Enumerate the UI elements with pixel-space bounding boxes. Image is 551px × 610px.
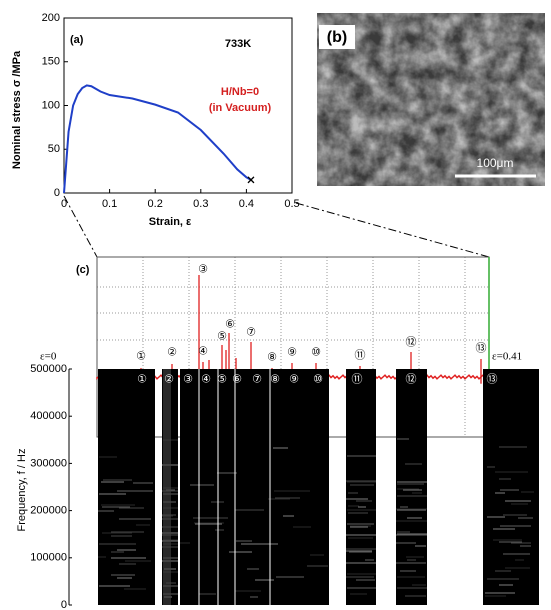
segment-label: ⑨ bbox=[289, 374, 299, 386]
x-tick-label: 0.4 bbox=[239, 198, 254, 210]
label-box bbox=[319, 25, 355, 49]
spectrogram-block bbox=[180, 369, 329, 605]
event-label: ⑪ bbox=[355, 349, 366, 362]
event-label: ④ bbox=[198, 346, 208, 358]
segment-label: ⑦ bbox=[252, 374, 262, 386]
y-tick-label: 100000 bbox=[30, 552, 67, 564]
temperature: 733K bbox=[225, 38, 251, 50]
stress-curve bbox=[63, 84, 252, 194]
x-tick-label: 0 bbox=[61, 198, 67, 210]
segment-label: ⑧ bbox=[270, 374, 280, 386]
event-label: ⑤ bbox=[217, 331, 227, 343]
annotation: (in Vacuum) bbox=[209, 102, 272, 114]
y-tick-label: 500000 bbox=[30, 363, 67, 375]
event-label: ③ bbox=[198, 264, 208, 276]
x-axis-label: Strain, ε bbox=[149, 216, 192, 228]
event-label: ⑦ bbox=[246, 327, 256, 339]
connector bbox=[295, 202, 490, 258]
start-label: ε=0 bbox=[40, 351, 57, 363]
y-tick-label: 200 bbox=[42, 12, 60, 24]
event-label: ② bbox=[167, 347, 177, 359]
annotation: H/Nb=0 bbox=[221, 86, 259, 98]
event-label: ⑬ bbox=[476, 342, 487, 355]
event-label: ⑧ bbox=[267, 352, 277, 364]
panel-label: (a) bbox=[70, 34, 84, 46]
y-tick-label: 0 bbox=[54, 187, 60, 199]
x-tick-label: 0.3 bbox=[193, 198, 208, 210]
segment-label: ⑪ bbox=[352, 373, 363, 386]
y-tick-label: 300000 bbox=[30, 457, 67, 469]
end-label: ε=0.41 bbox=[492, 351, 522, 363]
y-tick-label: 50 bbox=[48, 143, 60, 155]
connector bbox=[63, 195, 98, 258]
y-axis-label: Nominal stress σ /MPa bbox=[11, 50, 23, 169]
spectrogram-block bbox=[396, 369, 427, 605]
x-tick-label: 0.5 bbox=[284, 198, 299, 210]
y-tick-label: 150 bbox=[42, 56, 60, 68]
y-tick-label: 400000 bbox=[30, 410, 67, 422]
panel-label: (c) bbox=[76, 264, 90, 276]
segment-label: ⑩ bbox=[313, 374, 323, 386]
segment-label: ⑥ bbox=[232, 374, 242, 386]
fracture-mark bbox=[247, 176, 255, 184]
segment-label: ⑬ bbox=[487, 373, 498, 386]
event-label: ⑥ bbox=[225, 319, 235, 331]
spectrogram-block bbox=[346, 369, 376, 605]
y-axis-label: Frequency, f / Hz bbox=[16, 449, 28, 532]
x-tick-label: 0.2 bbox=[148, 198, 163, 210]
segment-label: ① bbox=[137, 374, 147, 386]
segment-label: ⑫ bbox=[406, 373, 417, 386]
event-label: ① bbox=[136, 351, 146, 363]
spectrogram-block bbox=[98, 369, 155, 605]
y-tick-label: 0 bbox=[61, 599, 67, 610]
segment-label: ⑤ bbox=[217, 374, 227, 386]
event-label: ⑨ bbox=[287, 347, 297, 359]
event-label: ⑩ bbox=[311, 347, 321, 359]
scale-bar-label: 100μm bbox=[477, 156, 514, 170]
event-label: ⑫ bbox=[406, 336, 417, 349]
panel-label: (b) bbox=[327, 29, 347, 46]
spectrogram-gradient bbox=[163, 369, 171, 605]
y-tick-label: 200000 bbox=[30, 505, 67, 517]
x-tick-label: 0.1 bbox=[102, 198, 117, 210]
y-tick-label: 100 bbox=[42, 99, 60, 111]
spectrogram-block bbox=[483, 369, 539, 605]
segment-label: ② bbox=[164, 374, 174, 386]
segment-label: ③ bbox=[183, 374, 193, 386]
segment-label: ④ bbox=[201, 374, 211, 386]
